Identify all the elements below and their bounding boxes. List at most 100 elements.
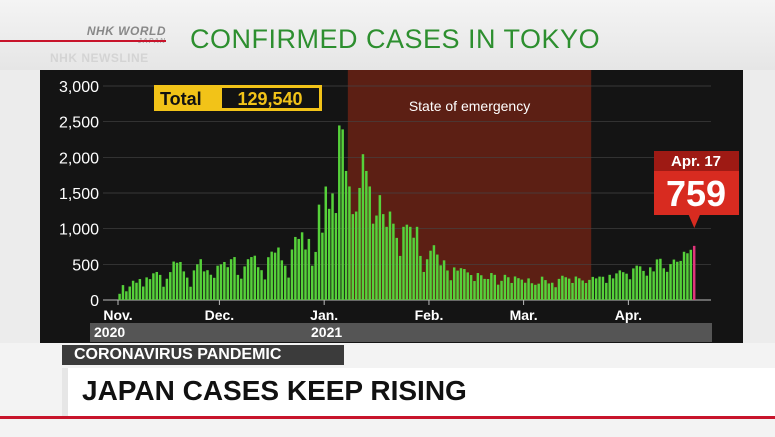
bar — [175, 262, 179, 300]
bar — [476, 273, 480, 300]
bar — [628, 279, 632, 300]
bar — [523, 282, 527, 300]
bar — [270, 251, 273, 300]
bar — [669, 264, 672, 300]
bar — [371, 223, 375, 300]
bottom-accent-line — [0, 416, 775, 419]
bar — [544, 280, 547, 300]
logo-line1: NHK WORLD — [86, 24, 166, 38]
bar — [125, 291, 128, 300]
bar — [223, 261, 226, 300]
bar — [659, 258, 662, 300]
bar — [480, 275, 483, 300]
bar — [311, 265, 314, 300]
x-tick-label: Jan. — [310, 307, 338, 323]
callout-value-box — [654, 171, 739, 215]
y-tick-label: 500 — [72, 257, 99, 274]
bar — [199, 259, 202, 300]
y-tick-label: 1,500 — [59, 186, 99, 203]
bar — [530, 283, 534, 300]
bar — [348, 186, 351, 300]
bar — [192, 270, 196, 300]
bar — [638, 266, 642, 300]
program-name: NHK NEWSLINE — [50, 51, 149, 65]
bar — [689, 249, 693, 300]
bar — [642, 270, 645, 300]
top-banner — [0, 0, 775, 70]
bar — [412, 237, 415, 300]
bar — [381, 214, 385, 300]
bar — [692, 245, 696, 300]
bar — [128, 286, 131, 300]
bar — [327, 208, 331, 300]
bar — [561, 275, 564, 300]
bar — [550, 282, 554, 300]
bar — [135, 282, 138, 300]
bar — [594, 278, 598, 300]
bar — [300, 232, 304, 300]
bar — [378, 195, 382, 300]
bar — [439, 265, 442, 300]
bar — [469, 275, 473, 300]
bar — [402, 226, 405, 300]
bar — [442, 260, 446, 300]
emergency-period-band — [347, 70, 592, 300]
bar — [280, 260, 284, 300]
bar — [540, 276, 544, 300]
bar — [334, 213, 338, 300]
bar — [142, 286, 145, 300]
bar — [233, 257, 236, 300]
y-tick-label: 2,000 — [59, 150, 99, 167]
bar — [662, 268, 666, 300]
bar — [507, 277, 510, 300]
bar — [503, 274, 507, 300]
bar — [121, 285, 125, 300]
bar — [253, 255, 257, 300]
bar — [267, 257, 270, 300]
bar — [179, 261, 182, 300]
bar — [307, 238, 311, 300]
bar — [398, 255, 402, 300]
bar — [500, 280, 503, 300]
bar — [219, 264, 223, 300]
bar — [615, 273, 618, 300]
bar — [162, 286, 165, 300]
bar — [598, 276, 601, 300]
bar — [283, 265, 287, 300]
bar — [655, 259, 659, 300]
x-tick-label: Feb. — [415, 307, 444, 323]
bar — [419, 255, 422, 300]
bar — [405, 224, 409, 300]
callout-value: 759 — [666, 173, 726, 214]
bar — [564, 277, 567, 300]
bar — [425, 259, 429, 300]
bar — [212, 277, 216, 300]
total-label: Total — [160, 89, 202, 109]
bar — [679, 260, 682, 300]
bar — [473, 281, 476, 300]
bar — [645, 275, 649, 300]
bar — [361, 154, 365, 300]
bar — [409, 226, 412, 300]
bar — [118, 293, 121, 300]
x-tick-label: Nov. — [103, 307, 132, 323]
chart-title: CONFIRMED CASES IN TOKYO — [190, 24, 601, 54]
bar — [169, 272, 172, 300]
bar — [229, 259, 233, 300]
bar — [436, 254, 439, 300]
bar — [341, 129, 344, 300]
bar — [486, 279, 490, 300]
bar — [527, 278, 530, 300]
bar — [574, 276, 578, 300]
bar — [226, 267, 229, 300]
bar — [422, 271, 426, 300]
bar — [567, 278, 571, 300]
bar — [537, 283, 540, 300]
bar — [496, 284, 500, 300]
bar — [317, 204, 321, 300]
year-label-2020: 2020 — [94, 324, 126, 340]
bar — [456, 270, 459, 300]
bar — [625, 273, 628, 300]
bar — [581, 280, 584, 300]
bar — [236, 274, 240, 300]
